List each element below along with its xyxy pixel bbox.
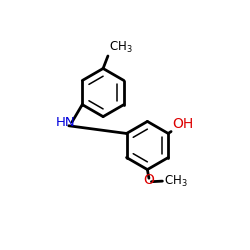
Text: OH: OH bbox=[172, 117, 193, 131]
Text: HN: HN bbox=[56, 116, 76, 130]
Text: CH$_3$: CH$_3$ bbox=[164, 174, 188, 189]
Text: CH$_3$: CH$_3$ bbox=[109, 40, 132, 55]
Text: O: O bbox=[144, 173, 154, 187]
